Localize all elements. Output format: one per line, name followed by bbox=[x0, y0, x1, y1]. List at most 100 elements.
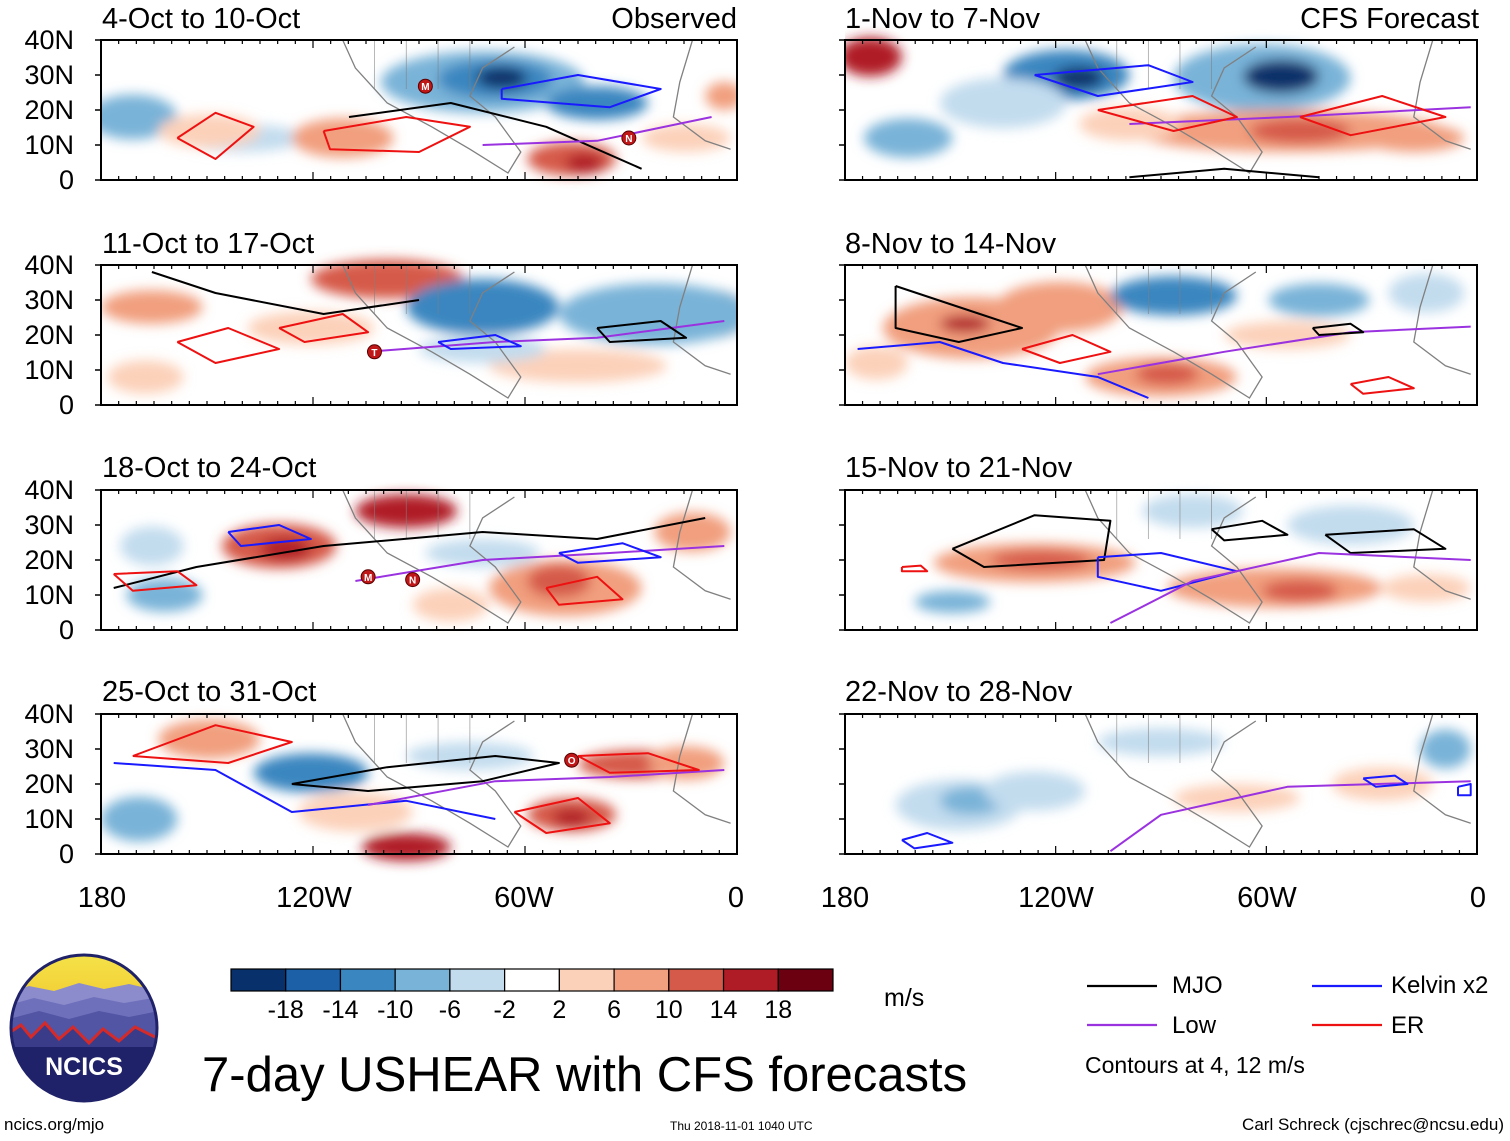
contour-er-r0-2 bbox=[1299, 95, 1447, 137]
lat-label: 0 bbox=[58, 390, 74, 420]
storm-marker-letter: M bbox=[421, 82, 429, 93]
contour-mjo-r2-0 bbox=[951, 514, 1112, 568]
contour-kel-l2-3 bbox=[558, 542, 662, 564]
shear-anomaly-r0-10 bbox=[1363, 124, 1465, 152]
contour-mjo-r2-2 bbox=[1324, 528, 1447, 554]
lon-label-left-180: 180 bbox=[77, 882, 127, 914]
colorbar-swatch bbox=[285, 968, 342, 992]
lat-label: 20N bbox=[24, 95, 74, 125]
colorbar-swatch bbox=[504, 968, 560, 992]
shear-anomaly-r2-6 bbox=[1142, 494, 1244, 528]
footer-author: Carl Schreck (cjschrec@ncsu.edu) bbox=[1242, 1115, 1504, 1134]
legend-mjo-label: MJO bbox=[1172, 972, 1223, 999]
shear-anomaly-l1-5 bbox=[247, 311, 375, 345]
coastline-africa bbox=[672, 489, 731, 600]
legend-er-label: ER bbox=[1391, 1012, 1425, 1039]
shear-anomaly-r1-6 bbox=[1268, 283, 1370, 317]
storm-marker: M bbox=[417, 78, 433, 94]
contour-er-l2-5 bbox=[113, 570, 198, 592]
contour-note: Contours at 4, 12 m/s bbox=[1085, 1052, 1305, 1078]
footer-website: ncics.org/mjo bbox=[4, 1115, 105, 1134]
logo-text: NCICS bbox=[45, 1053, 123, 1081]
forecast-label: CFS Forecast bbox=[1300, 3, 1479, 35]
contour-er-l3-5 bbox=[513, 797, 611, 834]
shear-anomaly-r3-2 bbox=[984, 771, 1086, 811]
shear-anomaly-r3-5 bbox=[1420, 729, 1471, 769]
lat-label: 30N bbox=[24, 285, 74, 315]
lat-label: 40N bbox=[24, 699, 74, 729]
panel-title-forecast-2: 8-Nov to 14-Nov bbox=[845, 228, 1057, 260]
map-panel-l1: T bbox=[95, 259, 738, 406]
contour-kel-l2-2 bbox=[227, 524, 312, 547]
map-panel-l0: MN bbox=[95, 39, 738, 181]
colorbar-swatch bbox=[722, 968, 779, 992]
coastline-americas bbox=[1084, 489, 1263, 624]
panel-title-observed-3: 18-Oct to 24-Oct bbox=[102, 452, 317, 484]
contour-er-r1-5 bbox=[1349, 376, 1415, 395]
shear-anomaly-r1-5 bbox=[1110, 276, 1237, 316]
map-panel-r3 bbox=[839, 713, 1478, 855]
shear-anomaly-l2-6 bbox=[120, 526, 184, 566]
shear-anomaly-r0-6 bbox=[1249, 118, 1351, 144]
contour-low-l0-1 bbox=[482, 116, 712, 146]
contour-er-l0-4 bbox=[176, 111, 255, 160]
map-panel-r1 bbox=[839, 264, 1478, 406]
lat-label: 10N bbox=[24, 580, 74, 610]
shear-anomaly-l1-8 bbox=[107, 360, 184, 394]
shear-anomaly-l0-2 bbox=[476, 66, 528, 90]
colorbar-tick-label: 2 bbox=[552, 996, 567, 1024]
lat-label: 20N bbox=[24, 320, 74, 350]
shear-anomaly-r0-9 bbox=[939, 77, 1067, 129]
contour-low-r3-0 bbox=[1109, 780, 1471, 853]
contour-er-l3-3 bbox=[132, 724, 293, 764]
shear-anomaly-l0-6 bbox=[291, 118, 394, 158]
storm-marker: O bbox=[564, 752, 580, 768]
contour-low-r0-0 bbox=[1129, 106, 1471, 125]
contour-mjo-l1-0 bbox=[151, 271, 420, 315]
map-panels: MN T M N O bbox=[95, 37, 1478, 861]
shear-anomaly-r1-9 bbox=[845, 346, 909, 380]
coastline-africa bbox=[672, 264, 731, 375]
contour-mjo-l3-2 bbox=[291, 755, 560, 792]
lat-label: 30N bbox=[24, 60, 74, 90]
lon-label-right-0: 0 bbox=[1469, 882, 1487, 914]
ncics-logo: NCICS bbox=[9, 953, 159, 1103]
footer-timestamp: Thu 2018-11-01 1040 UTC bbox=[670, 1119, 813, 1133]
panel-title-forecast-1: 1-Nov to 7-Nov bbox=[845, 3, 1041, 35]
contour-low-r1-1 bbox=[1097, 325, 1471, 376]
shear-anomaly-l3-1 bbox=[253, 753, 369, 793]
shear-anomaly-l0-10 bbox=[641, 124, 731, 152]
panel-title-observed-1: 4-Oct to 10-Oct bbox=[102, 3, 301, 35]
colorbar-tick-label: -14 bbox=[322, 996, 359, 1024]
shear-anomaly-r2-7 bbox=[1287, 505, 1414, 545]
contour-mjo-r2-1 bbox=[1210, 519, 1289, 542]
shear-anomaly-l2-9 bbox=[425, 539, 540, 567]
legend-lines bbox=[1087, 984, 1382, 1027]
coastline-americas bbox=[342, 264, 522, 399]
colorbar bbox=[230, 968, 834, 992]
lon-label-right-180: 180 bbox=[820, 882, 870, 914]
shear-anomaly-r1-2 bbox=[996, 281, 1124, 333]
contour-low-l2-1 bbox=[355, 545, 725, 582]
contour-er-l0-3 bbox=[322, 116, 471, 153]
shear-anomaly-r1-4 bbox=[1135, 363, 1199, 386]
lon-label-left-60w: 60W bbox=[494, 882, 554, 914]
lat-label: 30N bbox=[24, 510, 74, 540]
contour-kel-r3-2 bbox=[1362, 774, 1409, 788]
colorbar-swatch bbox=[613, 968, 670, 992]
lat-label: 0 bbox=[58, 839, 74, 869]
colorbar-tick-label: 6 bbox=[607, 996, 622, 1024]
map-panel-l3: O bbox=[95, 713, 738, 861]
coastline-americas bbox=[342, 713, 522, 848]
lat-label: 30N bbox=[24, 734, 74, 764]
map-panel-r0 bbox=[839, 37, 1478, 181]
contour-mjo-l0-0 bbox=[348, 102, 643, 170]
lon-label-left-0: 0 bbox=[727, 882, 745, 914]
lat-label: 40N bbox=[24, 250, 74, 280]
shear-anomaly-l1-9 bbox=[419, 335, 547, 363]
lat-label: 40N bbox=[24, 25, 74, 55]
contour-er-l1-3 bbox=[278, 313, 370, 343]
shear-anomaly-r2-3 bbox=[1262, 579, 1338, 602]
